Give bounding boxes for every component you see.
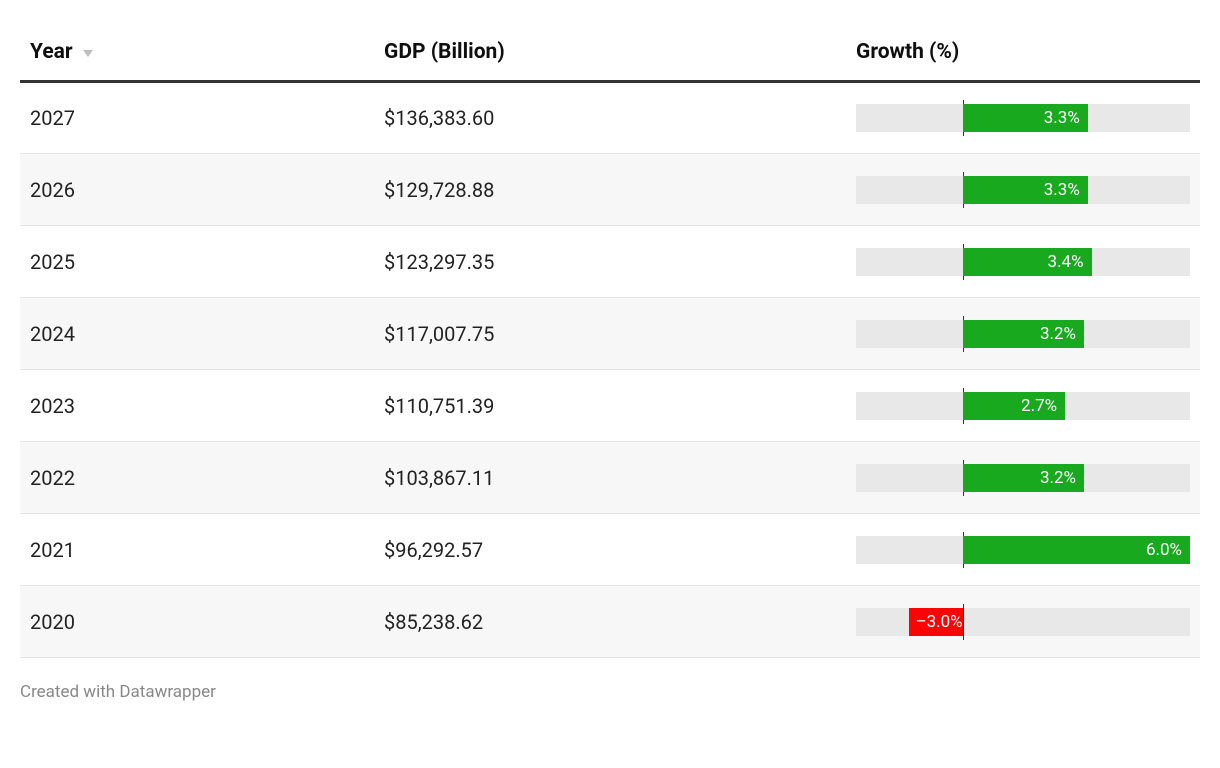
growth-bar-fill: 3.4% xyxy=(963,248,1092,276)
cell-year: 2023 xyxy=(20,370,374,442)
credit-line: Created with Datawrapper xyxy=(20,682,1200,702)
growth-bar: 3.4% xyxy=(856,248,1190,276)
col-header-gdp-label: GDP (Billion) xyxy=(384,40,505,64)
col-header-growth[interactable]: Growth (%) xyxy=(846,26,1200,82)
growth-bar-fill: 2.7% xyxy=(963,392,1065,420)
growth-bar: –3.0% xyxy=(856,608,1190,636)
growth-bar-label: 3.3% xyxy=(1044,180,1080,200)
cell-gdp: $129,728.88 xyxy=(374,154,846,226)
growth-bar-label: –3.0% xyxy=(915,612,962,632)
growth-bar: 3.3% xyxy=(856,176,1190,204)
growth-bar-fill: 3.2% xyxy=(963,320,1084,348)
cell-year: 2021 xyxy=(20,514,374,586)
growth-bar: 3.2% xyxy=(856,320,1190,348)
cell-year: 2024 xyxy=(20,298,374,370)
table-row: 2026$129,728.88 3.3% xyxy=(20,154,1200,226)
growth-bar: 3.3% xyxy=(856,104,1190,132)
table-row: 2023$110,751.39 2.7% xyxy=(20,370,1200,442)
growth-bar-fill: 3.3% xyxy=(963,176,1088,204)
table-row: 2024$117,007.75 3.2% xyxy=(20,298,1200,370)
gdp-table: Year GDP (Billion) Growth (%) 2027$136,3… xyxy=(20,26,1200,658)
growth-bar-label: 3.2% xyxy=(1040,324,1076,344)
cell-year: 2025 xyxy=(20,226,374,298)
table-row: 2021$96,292.57 6.0% xyxy=(20,514,1200,586)
growth-bar-label: 2.7% xyxy=(1021,396,1057,416)
cell-gdp: $96,292.57 xyxy=(374,514,846,586)
cell-year: 2026 xyxy=(20,154,374,226)
table-row: 2022$103,867.11 3.2% xyxy=(20,442,1200,514)
col-header-year[interactable]: Year xyxy=(20,26,374,82)
col-header-growth-label: Growth (%) xyxy=(856,40,959,64)
table-row: 2027$136,383.60 3.3% xyxy=(20,82,1200,154)
cell-growth: 3.2% xyxy=(846,298,1200,370)
growth-bar-label: 3.2% xyxy=(1040,468,1076,488)
cell-year: 2020 xyxy=(20,586,374,658)
cell-growth: 3.4% xyxy=(846,226,1200,298)
growth-bar-axis xyxy=(963,604,964,640)
cell-gdp: $136,383.60 xyxy=(374,82,846,154)
cell-gdp: $103,867.11 xyxy=(374,442,846,514)
table-body: 2027$136,383.603.3%2026$129,728.883.3%20… xyxy=(20,82,1200,658)
table-row: 2020$85,238.62 –3.0% xyxy=(20,586,1200,658)
cell-growth: 6.0% xyxy=(846,514,1200,586)
growth-bar-fill: 3.3% xyxy=(963,104,1088,132)
cell-gdp: $117,007.75 xyxy=(374,298,846,370)
growth-bar-label: 3.4% xyxy=(1048,252,1084,272)
cell-growth: 3.3% xyxy=(846,82,1200,154)
cell-growth: 3.2% xyxy=(846,442,1200,514)
table-header-row: Year GDP (Billion) Growth (%) xyxy=(20,26,1200,82)
growth-bar-fill: 3.2% xyxy=(963,464,1084,492)
table-row: 2025$123,297.35 3.4% xyxy=(20,226,1200,298)
cell-growth: –3.0% xyxy=(846,586,1200,658)
cell-year: 2022 xyxy=(20,442,374,514)
cell-gdp: $85,238.62 xyxy=(374,586,846,658)
growth-bar-fill: 6.0% xyxy=(963,536,1190,564)
growth-bar: 3.2% xyxy=(856,464,1190,492)
growth-bar-fill: –3.0% xyxy=(909,608,962,636)
cell-year: 2027 xyxy=(20,82,374,154)
sort-desc-icon xyxy=(82,40,94,64)
col-header-year-label: Year xyxy=(30,40,73,64)
growth-bar-label: 3.3% xyxy=(1044,108,1080,128)
growth-bar: 2.7% xyxy=(856,392,1190,420)
growth-bar-label: 6.0% xyxy=(1146,540,1182,560)
cell-growth: 2.7% xyxy=(846,370,1200,442)
cell-gdp: $110,751.39 xyxy=(374,370,846,442)
growth-bar: 6.0% xyxy=(856,536,1190,564)
col-header-gdp[interactable]: GDP (Billion) xyxy=(374,26,846,82)
cell-gdp: $123,297.35 xyxy=(374,226,846,298)
cell-growth: 3.3% xyxy=(846,154,1200,226)
